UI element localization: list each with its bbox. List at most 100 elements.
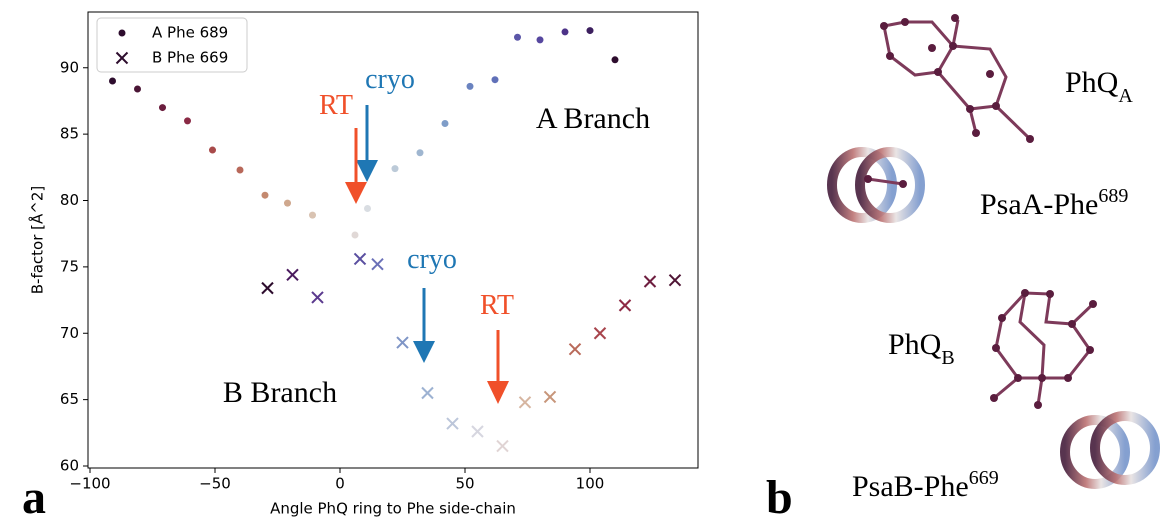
x-marker <box>643 275 657 288</box>
x-stroke <box>643 275 657 288</box>
x-marker <box>518 396 532 409</box>
dot <box>351 231 359 239</box>
y-tick-label: 65 <box>60 390 79 408</box>
x-stroke <box>311 291 324 304</box>
x-stroke <box>593 327 607 340</box>
y-tick-label: 90 <box>60 58 79 76</box>
x-stroke <box>286 268 299 282</box>
x-stroke <box>261 281 274 295</box>
x-tick-label: −100 <box>69 475 110 493</box>
x-stroke <box>115 51 129 65</box>
x-stroke <box>518 396 532 409</box>
dot <box>284 199 291 207</box>
x-marker <box>371 258 384 271</box>
annotation: cryo <box>365 64 415 95</box>
dot <box>209 146 216 154</box>
x-stroke <box>496 439 509 453</box>
panel-label: b <box>766 471 793 520</box>
dot <box>441 120 449 128</box>
annotation: A Branch <box>536 102 650 135</box>
y-tick-label: 85 <box>60 125 79 143</box>
label-base: PsaA-Phe <box>980 188 1098 221</box>
x-marker <box>593 327 607 340</box>
x-marker <box>668 273 682 287</box>
x-stroke <box>471 425 484 438</box>
dot <box>261 191 269 199</box>
x-marker <box>311 291 324 304</box>
y-axis-label: B-factor [Å^2] <box>28 186 47 295</box>
x-marker <box>396 336 409 349</box>
x-stroke <box>618 299 632 312</box>
x-stroke <box>396 336 409 349</box>
dot <box>491 76 499 84</box>
x-tick-label: 100 <box>576 475 605 493</box>
arrow-head <box>356 160 378 182</box>
dot <box>586 27 594 35</box>
x-marker <box>286 268 299 282</box>
arrow-head <box>345 182 367 204</box>
dot <box>184 117 191 125</box>
structure-label: PsaA-Phe689 <box>980 185 1128 221</box>
x-marker <box>618 299 632 312</box>
x-marker <box>471 425 484 438</box>
dot <box>109 77 116 85</box>
x-stroke <box>421 386 434 400</box>
legend-marker <box>118 29 126 37</box>
molecule-phe-a <box>827 147 925 223</box>
dot <box>466 82 474 90</box>
x-marker <box>261 281 274 295</box>
y-tick-label: 60 <box>60 457 79 475</box>
panel-label: a <box>22 471 46 520</box>
x-marker <box>446 417 459 430</box>
x-stroke <box>446 417 459 430</box>
label-base: PhQ <box>888 328 942 361</box>
y-tick-label: 80 <box>60 191 79 209</box>
dot <box>309 211 316 219</box>
x-marker <box>543 390 557 404</box>
label-base: PhQ <box>1065 66 1119 99</box>
dot <box>364 204 371 212</box>
y-tick-label: 70 <box>60 324 79 342</box>
dot <box>391 165 399 173</box>
annotation: B Branch <box>223 376 337 409</box>
structure-label: PhQB <box>888 328 955 369</box>
legend-marker <box>115 51 129 65</box>
arrow-head <box>487 381 509 404</box>
label-sub: A <box>1118 85 1133 107</box>
x-axis-label: Angle PhQ ring to Phe side-chain <box>270 500 516 518</box>
label-sup: 689 <box>1098 185 1128 207</box>
structure-label: PsaB-Phe669 <box>852 467 999 503</box>
x-marker <box>496 439 509 453</box>
x-stroke <box>371 258 384 271</box>
dot <box>134 85 141 93</box>
annotation: cryo <box>407 244 457 275</box>
x-tick-label: 0 <box>335 475 345 493</box>
x-tick-label: −50 <box>199 475 231 493</box>
x-marker <box>568 342 582 356</box>
plot-frame <box>87 11 699 469</box>
x-stroke <box>543 390 557 404</box>
molecule-phe-b <box>1060 411 1160 489</box>
legend-label: B Phe 669 <box>152 49 228 67</box>
x-stroke <box>353 252 367 266</box>
annotation: RT <box>319 90 353 121</box>
x-stroke <box>668 273 682 287</box>
dot <box>611 56 619 64</box>
dot <box>561 28 569 36</box>
dot <box>514 33 521 41</box>
molecule-phq-a <box>880 14 1034 143</box>
x-stroke <box>568 342 582 356</box>
arrow-head <box>413 341 435 363</box>
label-sub: B <box>941 347 954 369</box>
dot <box>159 104 166 112</box>
dot <box>416 149 424 157</box>
structure-label: PhQA <box>1065 66 1133 107</box>
legend-label: A Phe 689 <box>152 24 228 42</box>
label-base: PsaB-Phe <box>852 470 969 503</box>
y-tick-label: 75 <box>60 257 79 275</box>
dot <box>236 166 244 174</box>
dot <box>536 36 544 44</box>
x-marker <box>353 252 367 266</box>
x-marker <box>421 386 434 400</box>
